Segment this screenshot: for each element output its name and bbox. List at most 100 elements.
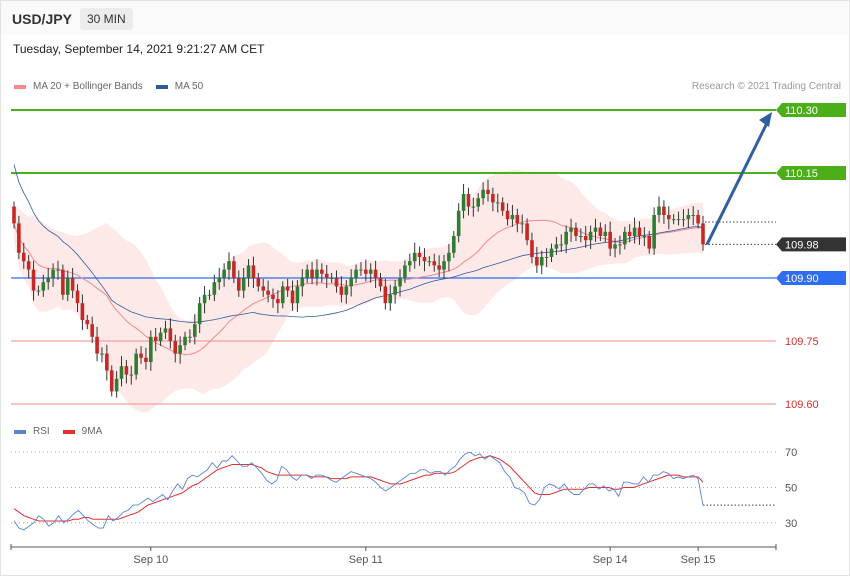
candle-body <box>285 286 290 291</box>
candle-body <box>662 206 666 215</box>
candle-body <box>95 336 99 354</box>
candle-body <box>354 269 358 278</box>
candle-body <box>129 374 134 376</box>
candle-body <box>364 269 368 274</box>
candle-body <box>334 278 339 287</box>
candle-body <box>652 215 656 249</box>
rsi-9ma-line <box>13 455 704 522</box>
candle-body <box>173 341 178 354</box>
level-label-109.98: 109.98 <box>785 239 819 251</box>
candle-body <box>12 206 16 224</box>
candle-body <box>105 353 109 371</box>
candle-body <box>124 366 129 375</box>
legend-item-ma20: MA 20 + Bollinger Bands <box>14 81 143 92</box>
candle-body <box>569 227 573 232</box>
candle-body <box>681 219 686 221</box>
candle-body <box>65 278 70 295</box>
x-tick-label: Sep 14 <box>593 554 628 566</box>
candle-body <box>251 265 256 278</box>
candle-body <box>500 202 505 211</box>
candle-body <box>530 240 534 257</box>
candle-body <box>422 257 427 262</box>
candle-body <box>217 278 222 283</box>
legend-swatch <box>14 429 26 434</box>
candle-body <box>329 278 334 279</box>
candle-body <box>403 265 407 278</box>
candle-body <box>491 194 495 203</box>
legend-label: MA 20 + Bollinger Bands <box>33 81 143 92</box>
candle-body <box>339 286 344 295</box>
candle-body <box>119 366 124 379</box>
candle-body <box>618 244 622 246</box>
candle-body <box>481 189 485 199</box>
candle-body <box>579 236 583 237</box>
candle-body <box>246 265 251 278</box>
timeframe-button[interactable]: 30 MIN <box>80 8 133 30</box>
candle-body <box>417 252 422 257</box>
candle-body <box>603 231 608 236</box>
candle-body <box>134 353 138 375</box>
candle-body <box>593 227 598 232</box>
candle-body <box>447 252 451 262</box>
candle-body <box>642 236 647 237</box>
candle-body <box>437 265 441 270</box>
ma50-line <box>13 164 704 323</box>
rsi-tick-label: 70 <box>785 447 797 459</box>
candle-body <box>232 261 236 278</box>
candle-body <box>583 236 588 241</box>
candle-body <box>305 269 309 278</box>
level-label-109.90: 109.90 <box>785 273 819 285</box>
candle-body <box>574 227 578 236</box>
rsi-legend: RSI 9MA <box>14 426 115 437</box>
candle-body <box>495 202 500 204</box>
x-tick-label: Sep 10 <box>133 554 168 566</box>
legend-item-rsi: RSI <box>14 426 50 437</box>
candle-body <box>671 219 676 221</box>
candle-body <box>461 194 466 211</box>
candle-body <box>554 244 559 249</box>
candle-body <box>207 294 212 296</box>
candle-body <box>647 236 652 249</box>
candle-body <box>427 261 432 263</box>
candle-body <box>163 328 168 333</box>
legend-swatch <box>62 429 75 434</box>
level-tag-109.90 <box>776 271 846 285</box>
candle-body <box>56 269 60 271</box>
level-tag-110.15 <box>776 166 846 180</box>
instrument-title: USD/JPY <box>12 11 72 27</box>
candle-body <box>139 353 143 358</box>
candle-body <box>266 290 270 295</box>
candle-body <box>564 231 568 245</box>
candle-body <box>627 231 632 236</box>
candle-body <box>51 269 55 278</box>
rsi-line <box>13 451 704 531</box>
candle-body <box>549 248 554 257</box>
candle-body <box>525 223 529 241</box>
candle-body <box>158 332 163 341</box>
legend-item-9ma: 9MA <box>62 426 102 437</box>
candle-body <box>515 215 520 224</box>
candle-body <box>271 294 275 299</box>
candle-body <box>686 215 691 220</box>
candle-body <box>432 261 437 266</box>
candle-body <box>637 227 642 236</box>
candle-body <box>114 378 119 392</box>
level-label-110.30: 110.30 <box>785 105 818 117</box>
candle-body <box>300 278 305 287</box>
candle-body <box>701 223 705 245</box>
candle-body <box>320 269 324 274</box>
legend-item-ma50: MA 50 <box>155 81 203 92</box>
candle-body <box>544 257 549 258</box>
x-tick-label: Sep 11 <box>349 554 383 566</box>
bollinger-band <box>14 169 703 413</box>
candle-body <box>183 336 187 346</box>
forecast-arrow-shaft <box>705 120 770 246</box>
candle-body <box>505 210 510 220</box>
candle-body <box>100 353 104 355</box>
candle-body <box>539 257 544 266</box>
candle-body <box>212 282 217 295</box>
candle-body <box>471 206 476 208</box>
candle-body <box>608 231 612 249</box>
candle-body <box>46 278 51 283</box>
